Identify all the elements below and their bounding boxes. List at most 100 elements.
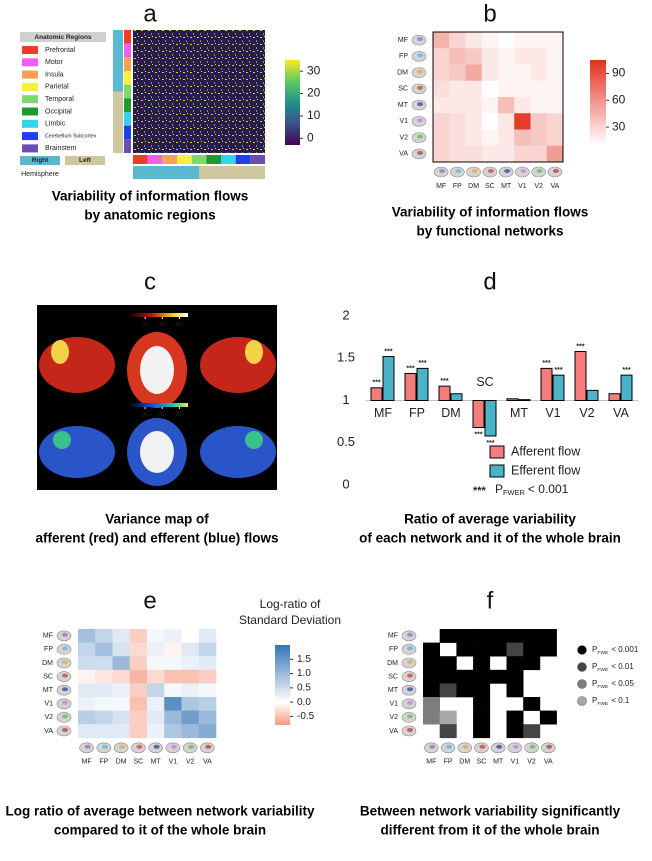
heatmap-cell <box>181 642 200 657</box>
heatmap-cell <box>164 629 182 643</box>
x-tick-label: VA <box>613 406 629 420</box>
heatmap-cell <box>147 710 165 725</box>
heatmap-cell <box>147 669 165 684</box>
colorbar-tick-label: 40 <box>159 322 167 329</box>
y-tick-label: 1 <box>342 392 349 407</box>
heatmap-cell <box>530 32 548 49</box>
bar <box>484 400 497 437</box>
heatmap-cell <box>465 113 483 130</box>
bar <box>450 393 463 401</box>
heatmap-cell <box>456 669 474 684</box>
y-tick-label: 2 <box>342 307 349 322</box>
heatmap-cell <box>95 656 113 671</box>
brain-icon-highlight <box>119 744 126 749</box>
brain-icon-highlight <box>62 714 68 719</box>
column-label: V2 <box>534 183 543 190</box>
column-label: MF <box>436 183 446 190</box>
p-rest: < 0.05 <box>611 679 634 688</box>
brain-icon-highlight <box>407 632 413 637</box>
brain-icon-highlight <box>407 687 413 692</box>
brain-icon-highlight <box>84 744 91 749</box>
brain-icon-highlight <box>417 118 423 123</box>
legend-label: Afferent flow <box>511 444 581 458</box>
heatmap-cell <box>198 697 217 711</box>
heatmap-cell <box>465 145 483 163</box>
column-label: MF <box>426 759 436 766</box>
heatmap-cell <box>546 97 564 114</box>
column-label: MT <box>501 183 512 190</box>
heatmap-frame <box>432 31 564 163</box>
heatmap-cell <box>198 724 217 739</box>
heatmap-cell <box>514 64 531 82</box>
heatmap-cell <box>147 724 165 739</box>
heatmap-cell <box>181 629 200 643</box>
colorbar-tick-label: 0.5 <box>297 682 311 693</box>
heatmap-cell <box>514 48 531 65</box>
heatmap-cell <box>465 80 483 98</box>
heatmap-cell <box>433 80 450 98</box>
region-strip <box>124 125 131 140</box>
heatmap-cell <box>129 697 148 711</box>
heatmap-cell <box>423 683 440 698</box>
hemisphere-strip <box>113 30 123 92</box>
column-label: SC <box>477 759 487 766</box>
heatmap-cell <box>439 724 457 739</box>
brain-icon-highlight <box>471 169 478 173</box>
row-label: MF <box>398 37 408 44</box>
heatmap-cell <box>439 629 457 643</box>
heatmap-cell <box>95 629 113 643</box>
row-label: MF <box>388 633 398 640</box>
region-strip <box>133 155 148 164</box>
region-strip <box>124 43 131 58</box>
legend-swatch <box>22 95 38 104</box>
brain-icon-highlight <box>136 744 143 749</box>
column-label: VA <box>544 759 553 766</box>
heatmap-cell <box>465 32 483 49</box>
heatmap-cell <box>95 710 113 725</box>
significance-stars: *** <box>474 431 482 438</box>
p-threshold: PFWE < 0.1 <box>592 696 630 707</box>
column-label: V2 <box>186 759 195 766</box>
heatmap-cell <box>489 629 507 643</box>
colorbar-tick-label: 20 <box>307 86 321 100</box>
legend-swatch <box>22 70 38 79</box>
heatmap-cell <box>129 710 148 725</box>
panel-label: f <box>487 587 494 614</box>
heatmap-cell <box>481 64 499 82</box>
heatmap-cell <box>523 656 541 671</box>
brain-icon-highlight <box>62 687 68 692</box>
legend-dot <box>577 679 587 689</box>
colorbar-tick-label: 30 <box>612 119 626 133</box>
heatmap-cell <box>147 629 165 643</box>
heatmap-cell <box>465 64 483 82</box>
heatmap-cell <box>523 697 541 711</box>
heatmap-cell <box>147 697 165 711</box>
heatmap-cell <box>456 629 474 643</box>
heatmap-cell <box>498 48 515 65</box>
p-letter: P <box>592 645 597 654</box>
heatmap-cell <box>129 669 148 684</box>
significance-stars: *** <box>440 378 448 385</box>
caption: by functional networks <box>416 224 563 239</box>
brain-icon-highlight <box>407 646 413 651</box>
p-threshold: PFWER < 0.001 <box>495 482 569 497</box>
heatmap-cell <box>78 724 96 739</box>
column-label: MT <box>151 759 162 766</box>
row-label: SC <box>388 673 398 680</box>
heatmap-cell <box>147 642 165 657</box>
heatmap-cell <box>433 64 450 82</box>
brain-icon-highlight <box>536 169 543 173</box>
region-strip <box>124 139 131 153</box>
heatmap-cell <box>129 683 148 698</box>
heatmap-cell <box>523 629 541 643</box>
brain-icon-highlight <box>520 169 527 173</box>
row-label: DM <box>42 660 53 667</box>
brain-icon-highlight <box>496 744 503 749</box>
legend-swatch <box>489 445 505 459</box>
heatmap-cell <box>78 710 96 725</box>
bar <box>608 393 621 401</box>
column-label: V1 <box>169 759 178 766</box>
heatmap-cell <box>481 113 499 130</box>
brain-icon-highlight <box>170 744 177 749</box>
heatmap-cell <box>498 32 515 49</box>
